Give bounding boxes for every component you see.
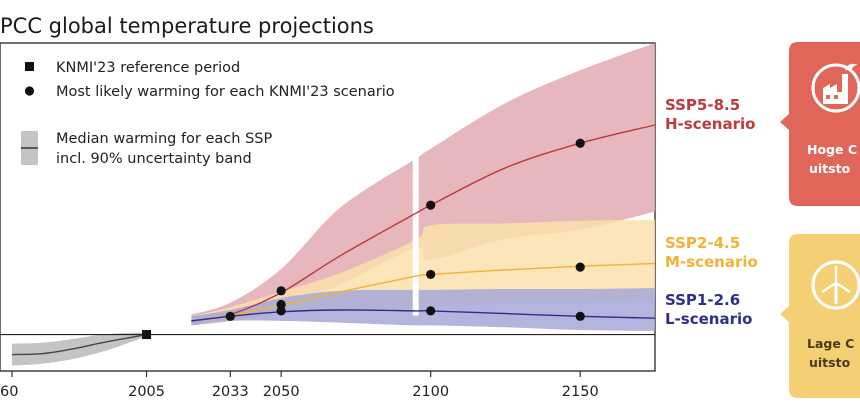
wind-turbine-icon — [811, 260, 860, 310]
factory-icon — [811, 63, 860, 113]
legend-median-label-1: Median warming for each SSP — [56, 131, 272, 147]
m-scenario-label: M-scenario — [665, 253, 758, 271]
scenario-labels: SSP5-8.5 H-scenario SSP2-4.5 M-scenario … — [665, 96, 758, 328]
x-tick-label-0: 60 — [0, 384, 18, 400]
legend-reference-label: KNMI'23 reference period — [56, 60, 240, 76]
low-card-text-2: uitsto — [809, 355, 851, 370]
x-tick-label-4: 2100 — [412, 384, 449, 400]
break-gap — [412, 44, 419, 316]
ssp126-point-0 — [225, 311, 235, 321]
x-tick-label-3: 2050 — [263, 384, 300, 400]
ssp585-point-0 — [276, 286, 286, 296]
x-tick-label-2: 2033 — [212, 384, 249, 400]
high-card-text-1: Hoge C — [807, 142, 857, 157]
x-tick-label-1: 2005 — [128, 384, 165, 400]
ssp585-point-2 — [575, 138, 585, 148]
ssp585-point-1 — [426, 200, 436, 210]
legend-median-label-2: incl. 90% uncertainty band — [56, 151, 252, 167]
low-card-text-1: Lage C — [807, 336, 854, 351]
ssp585-band — [191, 43, 655, 326]
history-median-line — [11, 333, 147, 356]
median-lines — [11, 124, 656, 356]
ssp245-median-line — [191, 262, 656, 322]
h-scenario-label: H-scenario — [665, 115, 755, 133]
scenario-points — [142, 138, 585, 340]
ssp245-point-0 — [276, 299, 286, 310]
x-tick-label-5: 2150 — [562, 384, 599, 400]
legend: KNMI'23 reference period Most likely war… — [21, 60, 395, 167]
ssp245-point-1 — [426, 269, 436, 280]
reference-period-marker — [142, 330, 152, 340]
ssp126-point-2 — [426, 306, 436, 316]
legend-square-marker — [25, 62, 34, 71]
high-card-text-2: uitsto — [809, 161, 851, 176]
side-card-high: Hoge C uitsto — [780, 42, 860, 206]
ssp126-median-line — [191, 309, 656, 322]
ssp126-point-1 — [276, 306, 286, 316]
legend-most-likely-label: Most likely warming for each KNMI'23 sce… — [56, 84, 395, 100]
ssp585-median-line — [191, 124, 656, 322]
chart-title: PCC global temperature projections — [0, 14, 374, 38]
ssp245-point-2 — [575, 262, 585, 272]
l-scenario-label: L-scenario — [665, 310, 752, 328]
legend-dot-marker — [24, 86, 35, 96]
x-axis-ticks: 60 2005 2033 2050 2100 2150 — [0, 371, 599, 400]
axis-break — [412, 44, 419, 316]
ssp245-label: SSP2-4.5 — [665, 234, 740, 252]
ssp126-point-3 — [575, 311, 585, 321]
history-band — [12, 332, 147, 366]
side-card-low: Lage C uitsto — [780, 234, 860, 398]
ssp585-label: SSP5-8.5 — [665, 96, 740, 114]
ssp126-label: SSP1-2.6 — [665, 291, 740, 309]
